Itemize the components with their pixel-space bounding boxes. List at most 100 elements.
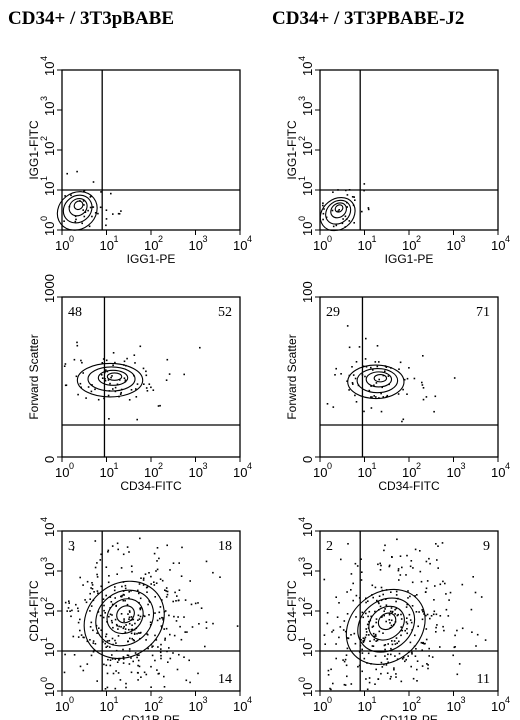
event-dot xyxy=(189,681,191,684)
event-dot xyxy=(410,621,413,624)
event-dot xyxy=(458,663,461,665)
event-dot xyxy=(449,591,452,594)
x-tick-exponent: 4 xyxy=(247,461,252,471)
event-dot xyxy=(128,663,131,665)
event-dot xyxy=(402,418,405,421)
event-dot xyxy=(105,664,108,667)
event-dot xyxy=(100,553,102,556)
event-dot xyxy=(344,226,347,228)
event-dot xyxy=(370,366,372,369)
event-dot xyxy=(159,578,162,580)
event-dot xyxy=(388,619,391,621)
event-dot xyxy=(379,562,381,565)
event-dot xyxy=(156,560,158,562)
y-axis-label: Forward Scatter xyxy=(27,334,41,419)
event-dot xyxy=(110,619,113,622)
event-dot xyxy=(106,621,108,623)
event-dot xyxy=(338,636,340,639)
y-axis-label: IGG1-FITC xyxy=(27,120,41,180)
event-dot xyxy=(130,565,133,567)
x-tick-exponent: 4 xyxy=(247,234,252,244)
event-dot xyxy=(323,208,325,210)
event-dot xyxy=(323,578,326,581)
event-dot xyxy=(138,592,140,595)
event-dot xyxy=(166,650,168,653)
event-dot xyxy=(442,625,444,628)
event-dot xyxy=(184,631,186,633)
event-dot xyxy=(362,641,365,644)
y-tick-exponent: 3 xyxy=(297,557,307,562)
y-tick-group: 102 xyxy=(39,597,57,617)
x-tick-label: 10 xyxy=(100,699,114,714)
event-dot xyxy=(136,656,138,659)
event-dot xyxy=(85,397,87,399)
event-dot xyxy=(353,196,355,198)
contour-line xyxy=(106,372,123,381)
event-dot xyxy=(105,635,107,638)
event-dot xyxy=(376,639,379,642)
event-dot xyxy=(346,380,348,382)
event-dot xyxy=(425,614,427,617)
event-dot xyxy=(83,215,86,218)
event-dot xyxy=(374,361,377,363)
event-dot xyxy=(103,604,105,607)
event-dot xyxy=(431,656,434,658)
event-dot xyxy=(159,617,161,620)
event-dot xyxy=(108,615,110,618)
event-dot xyxy=(162,618,164,621)
event-dot xyxy=(362,640,364,642)
event-dot xyxy=(428,655,430,657)
event-dot xyxy=(370,663,372,665)
event-dot xyxy=(155,582,158,584)
event-dot xyxy=(92,206,95,208)
event-dot xyxy=(175,620,178,622)
event-dot xyxy=(94,566,97,569)
event-dot xyxy=(137,619,139,621)
event-dot xyxy=(322,212,325,215)
event-dot xyxy=(97,398,100,401)
event-dot xyxy=(120,567,123,569)
event-dot xyxy=(428,557,430,560)
x-tick-label: 10 xyxy=(358,465,372,480)
event-dot xyxy=(322,202,324,204)
event-dot xyxy=(346,201,348,204)
event-dot xyxy=(124,628,127,630)
event-dot xyxy=(137,659,140,662)
event-dot xyxy=(113,589,116,592)
event-dot xyxy=(90,195,92,197)
event-dot xyxy=(194,602,197,605)
event-dot xyxy=(91,215,93,218)
event-dot xyxy=(105,369,107,371)
x-tick-exponent: 1 xyxy=(372,695,377,705)
event-dot xyxy=(91,384,93,386)
event-dot xyxy=(432,613,435,616)
event-dot xyxy=(112,364,114,367)
event-dot xyxy=(346,647,349,650)
event-dot xyxy=(83,190,85,193)
y-tick-label: 0 xyxy=(300,456,315,463)
event-dot xyxy=(94,643,97,645)
event-dot xyxy=(163,628,165,630)
event-dot xyxy=(327,669,330,672)
event-dot xyxy=(105,646,107,648)
event-dot xyxy=(422,610,424,613)
event-dot xyxy=(428,647,430,650)
y-tick-label: 10 xyxy=(42,643,57,657)
event-dot xyxy=(116,624,118,627)
event-dot xyxy=(435,626,437,629)
x-tick-label: 10 xyxy=(313,699,327,714)
event-dot xyxy=(63,220,65,222)
event-dot xyxy=(363,410,365,413)
quadrant-upper-left-value: 2 xyxy=(326,539,333,554)
contour-line xyxy=(87,366,136,392)
event-dot xyxy=(122,593,125,596)
plot-frame xyxy=(319,530,499,692)
event-dot xyxy=(385,589,388,591)
event-dot xyxy=(388,612,391,614)
event-dot xyxy=(128,650,131,652)
event-dot xyxy=(410,665,412,668)
event-dot xyxy=(366,662,368,664)
event-dot xyxy=(406,632,408,635)
event-dot xyxy=(384,648,386,651)
event-dot xyxy=(69,610,71,612)
